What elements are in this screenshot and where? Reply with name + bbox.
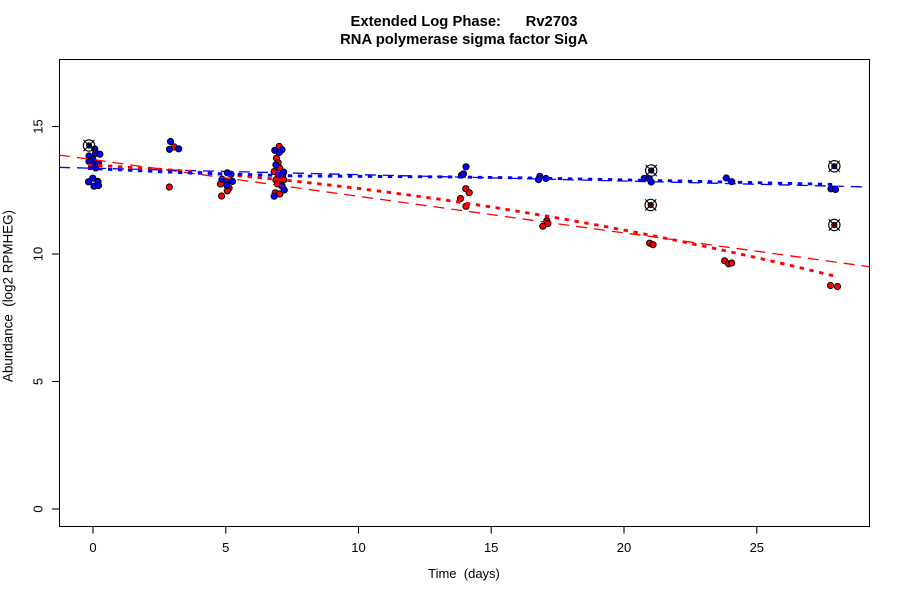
svg-text:RNA polymerase sigma factor Si: RNA polymerase sigma factor SigA xyxy=(340,32,588,48)
svg-text:10: 10 xyxy=(351,540,365,555)
svg-text:5: 5 xyxy=(30,378,45,385)
svg-text:15: 15 xyxy=(30,119,45,133)
svg-text:15: 15 xyxy=(484,540,498,555)
svg-text:Extended Log Phase: Rv270: Extended Log Phase: Rv2703 xyxy=(351,14,578,30)
svg-text:0: 0 xyxy=(30,505,45,512)
svg-text:25: 25 xyxy=(750,540,764,555)
svg-text:5: 5 xyxy=(222,540,229,555)
svg-text:Time (days): Time (days) xyxy=(428,566,500,581)
svg-text:Abundance (log2 RPMHEG): Abundance (log2 RPMHEG) xyxy=(1,210,16,382)
svg-text:20: 20 xyxy=(617,540,631,555)
svg-text:0: 0 xyxy=(89,540,96,555)
svg-text:10: 10 xyxy=(30,247,45,261)
